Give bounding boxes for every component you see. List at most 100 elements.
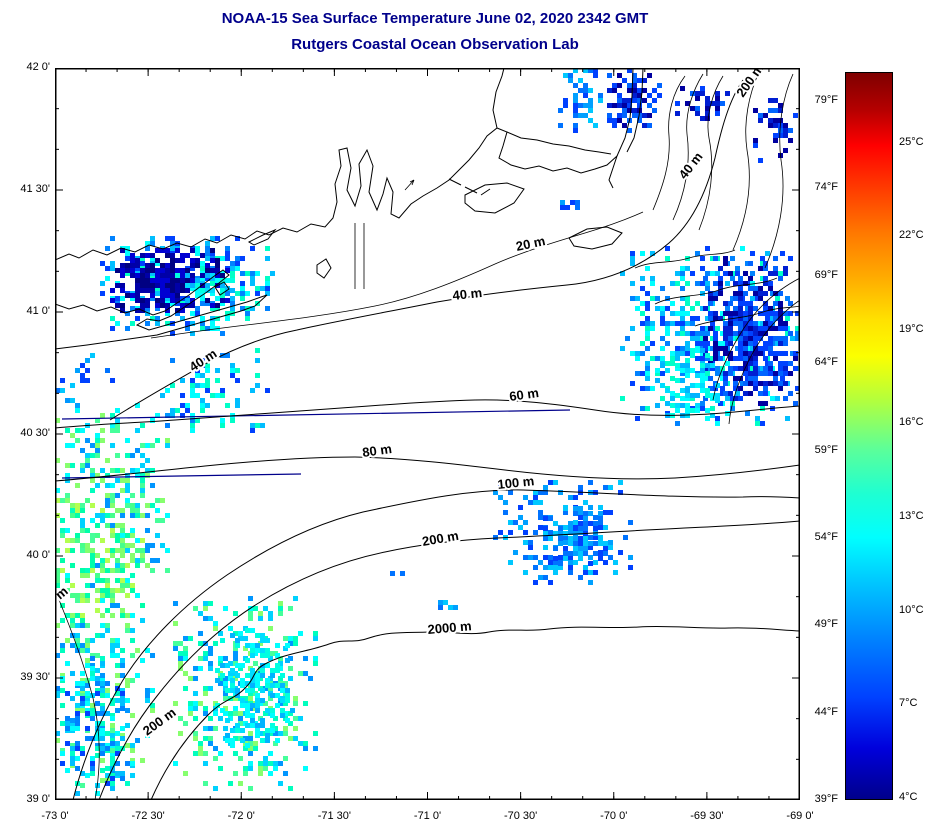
sst-pixel	[607, 113, 612, 118]
sst-pixel	[95, 563, 100, 568]
sst-pixel	[288, 641, 293, 646]
sst-pixel	[670, 391, 675, 396]
sst-pixel	[690, 106, 695, 111]
sst-pixel	[263, 711, 268, 716]
sst-pixel	[665, 361, 670, 366]
sst-pixel	[705, 341, 710, 346]
sst-pixel	[235, 368, 240, 373]
sst-pixel	[675, 393, 680, 398]
sst-pixel	[768, 118, 773, 123]
sst-pixel	[665, 326, 670, 331]
sst-pixel	[785, 416, 790, 421]
sst-pixel	[100, 711, 105, 716]
sst-pixel	[105, 368, 110, 373]
sst-pixel	[690, 396, 695, 401]
sst-pixel	[703, 346, 708, 351]
sst-pixel	[785, 296, 790, 301]
sst-pixel	[228, 781, 233, 786]
sst-pixel	[230, 743, 235, 748]
sst-pixel	[110, 773, 115, 778]
sst-pixel	[763, 366, 768, 371]
sst-pixel	[748, 321, 753, 326]
colorbar-fahrenheit-label: 49°F	[814, 618, 838, 631]
sst-pixel	[150, 568, 155, 573]
sst-pixel	[263, 756, 268, 761]
sst-pixel	[150, 296, 155, 301]
sst-pixel	[680, 331, 685, 336]
sst-pixel	[568, 526, 573, 531]
sst-pixel	[75, 681, 80, 686]
sst-pixel	[110, 738, 115, 743]
sst-pixel	[700, 368, 705, 373]
sst-pixel	[75, 538, 80, 543]
sst-pixel	[768, 371, 773, 376]
sst-pixel	[768, 351, 773, 356]
colorbar-celsius-label: 19°C	[899, 322, 924, 335]
sst-pixel	[110, 776, 115, 781]
sst-pixel	[155, 558, 160, 563]
sst-pixel	[115, 741, 120, 746]
sst-pixel	[768, 311, 773, 316]
sst-pixel	[670, 403, 675, 408]
sst-pixel	[298, 631, 303, 636]
sst-pixel	[773, 336, 778, 341]
sst-pixel	[130, 503, 135, 508]
sst-pixel	[200, 253, 205, 258]
sst-pixel	[65, 613, 70, 618]
sst-pixel	[657, 93, 662, 98]
sst-pixel	[713, 336, 718, 341]
sst-pixel	[70, 696, 75, 701]
sst-pixel	[733, 311, 738, 316]
sst-pixel	[130, 468, 135, 473]
sst-pixel	[628, 555, 633, 560]
sst-pixel	[70, 503, 75, 508]
sst-pixel	[665, 246, 670, 251]
sst-pixel	[150, 503, 155, 508]
sst-pixel	[608, 485, 613, 490]
sst-pixel	[783, 311, 788, 316]
sst-pixel	[155, 498, 160, 503]
sst-pixel	[205, 246, 210, 251]
sst-pixel	[238, 756, 243, 761]
sst-pixel	[200, 283, 205, 288]
sst-pixel	[173, 601, 178, 606]
sst-pixel	[703, 366, 708, 371]
sst-pixel	[80, 648, 85, 653]
sst-pixel	[70, 671, 75, 676]
sst-pixel	[278, 731, 283, 736]
sst-pixel	[548, 536, 553, 541]
sst-pixel	[220, 288, 225, 293]
sst-pixel	[188, 636, 193, 641]
sst-pixel	[80, 701, 85, 706]
sst-pixel	[618, 490, 623, 495]
sst-pixel	[210, 288, 215, 293]
sst-pixel	[95, 533, 100, 538]
sst-pixel	[193, 606, 198, 611]
sst-pixel	[120, 706, 125, 711]
sst-pixel	[190, 298, 195, 303]
sst-pixel	[645, 316, 650, 321]
sst-pixel	[778, 108, 783, 113]
sst-pixel	[190, 383, 195, 388]
sst-pixel	[145, 246, 150, 251]
sst-pixel	[248, 596, 253, 601]
sst-pixel	[583, 83, 588, 88]
sst-pixel	[563, 551, 568, 556]
sst-pixel	[55, 573, 60, 578]
sst-pixel	[220, 673, 225, 678]
sst-pixel	[718, 356, 723, 361]
sst-pixel	[245, 643, 250, 648]
sst-pixel	[303, 741, 308, 746]
sst-pixel	[603, 510, 608, 515]
sst-pixel	[230, 261, 235, 266]
sst-pixel	[233, 696, 238, 701]
sst-pixel	[180, 253, 185, 258]
sst-pixel	[558, 561, 563, 566]
sst-pixel	[240, 703, 245, 708]
sst-pixel	[738, 336, 743, 341]
sst-pixel	[160, 283, 165, 288]
sst-pixel	[120, 691, 125, 696]
sst-pixel	[110, 598, 115, 603]
sst-pixel	[75, 648, 80, 653]
